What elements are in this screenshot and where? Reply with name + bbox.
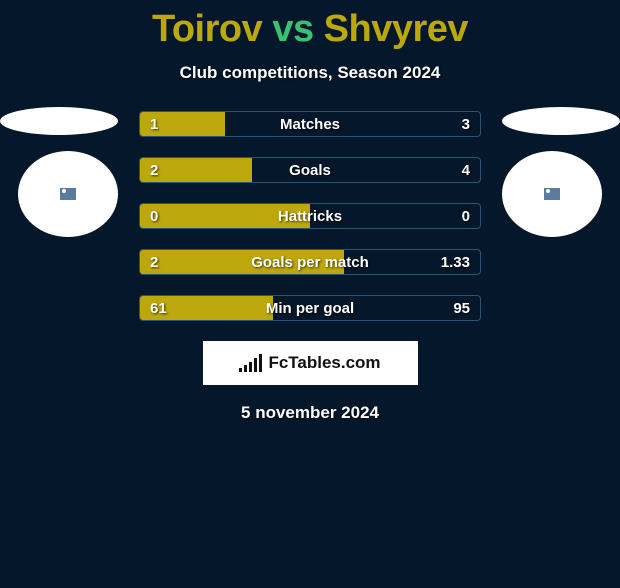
logo-bar — [249, 362, 252, 372]
metric-row: 61Min per goal95 — [139, 295, 481, 321]
metric-right-value: 0 — [462, 204, 470, 228]
metric-row: 0Hattricks0 — [139, 203, 481, 229]
avatar-placeholder-icon — [544, 188, 560, 200]
date: 5 november 2024 — [0, 403, 620, 423]
metric-row: 2Goals4 — [139, 157, 481, 183]
title-player2: Shvyrev — [324, 8, 468, 50]
logo-box: FcTables.com — [203, 341, 418, 385]
metric-label: Goals per match — [140, 250, 480, 274]
metric-row: 1Matches3 — [139, 111, 481, 137]
flag-right — [502, 107, 620, 135]
avatar-right — [502, 151, 602, 237]
logo-bar — [244, 365, 247, 372]
logo-bar — [254, 358, 257, 372]
metric-label: Matches — [140, 112, 480, 136]
logo-bar — [259, 354, 262, 372]
metric-row: 2Goals per match1.33 — [139, 249, 481, 275]
metric-right-value: 4 — [462, 158, 470, 182]
metric-label: Goals — [140, 158, 480, 182]
avatar-left — [18, 151, 118, 237]
title-player1: Toirov — [152, 8, 262, 50]
flag-left — [0, 107, 118, 135]
metric-right-value: 3 — [462, 112, 470, 136]
metric-label: Min per goal — [140, 296, 480, 320]
metric-bars: 1Matches3 2Goals4 0Hattricks0 2Goals per ma… — [139, 111, 481, 321]
title-vs: vs — [272, 8, 313, 50]
subtitle: Club competitions, Season 2024 — [0, 63, 620, 83]
logo-bars-icon — [239, 354, 262, 372]
metric-label: Hattricks — [140, 204, 480, 228]
page-title: Toirov vs Shvyrev — [0, 8, 620, 51]
logo-text: FcTables.com — [268, 353, 380, 373]
comparison-area: 1Matches3 2Goals4 0Hattricks0 2Goals per ma… — [0, 111, 620, 423]
avatar-placeholder-icon — [60, 188, 76, 200]
metric-right-value: 1.33 — [441, 250, 470, 274]
logo-bar — [239, 368, 242, 372]
metric-right-value: 95 — [453, 296, 470, 320]
